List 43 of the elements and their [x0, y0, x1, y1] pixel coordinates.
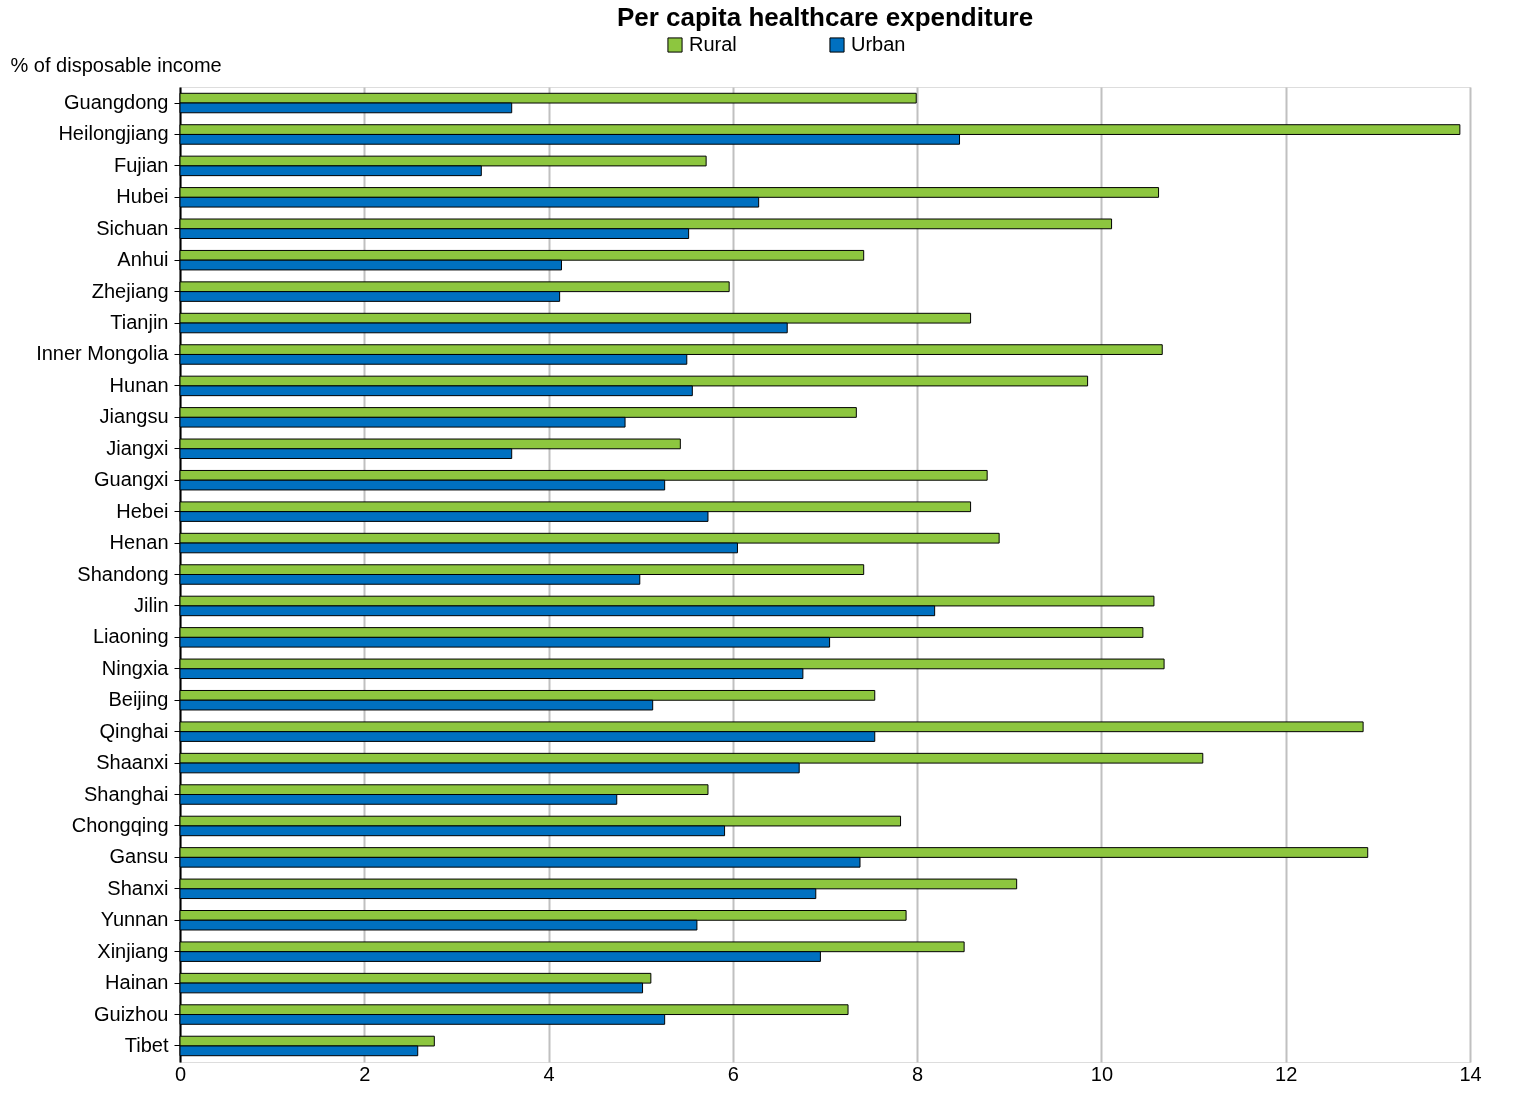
legend-label: Rural: [689, 33, 737, 55]
y-tick-label: Jilin: [134, 593, 169, 616]
y-tick-label: Shaanxi: [96, 751, 169, 774]
x-tick-label: 14: [1459, 1062, 1482, 1085]
legend-label: Urban: [851, 33, 906, 55]
y-axis-title: % of disposable income: [10, 53, 222, 76]
y-tick-label: Heilongjiang: [58, 122, 169, 145]
y-tick-label: Shanghai: [83, 782, 169, 805]
y-tick-label: Jiangxi: [106, 436, 169, 459]
y-tick-label: Tianjin: [110, 311, 169, 334]
y-tick-label: Hunan: [109, 373, 169, 396]
y-tick-label: Gansu: [109, 845, 169, 868]
y-tick-label: Beijing: [108, 688, 169, 711]
x-tick-label: 12: [1275, 1062, 1298, 1085]
y-tick-label: Ningxia: [101, 656, 170, 679]
y-tick-label: Zhejiang: [91, 279, 169, 302]
y-tick-label: Shanxi: [107, 876, 169, 899]
x-tick-label: 2: [359, 1062, 371, 1085]
y-tick-label: Xinjiang: [97, 939, 169, 962]
y-tick-label: Hebei: [116, 499, 169, 522]
x-tick-label: 10: [1090, 1062, 1114, 1085]
y-tick-label: Jiangsu: [99, 405, 169, 428]
y-tick-label: Inner Mongolia: [36, 342, 170, 365]
y-tick-label: Anhui: [117, 248, 169, 271]
y-tick-label: Qinghai: [99, 719, 169, 742]
y-tick-label: Guangdong: [63, 91, 169, 114]
y-tick-label: Fujian: [114, 153, 169, 176]
y-tick-label: Henan: [109, 531, 169, 554]
x-tick-label: 8: [912, 1062, 924, 1085]
y-tick-label: Hainan: [105, 971, 169, 994]
y-tick-label: Hubei: [116, 185, 169, 208]
y-tick-label: Yunnan: [100, 908, 169, 931]
y-tick-label: Guizhou: [94, 1002, 169, 1025]
y-tick-label: Sichuan: [96, 216, 169, 239]
x-tick-label: 0: [174, 1062, 187, 1085]
x-tick-label: 6: [727, 1062, 739, 1085]
y-tick-label: Shandong: [77, 562, 169, 585]
y-tick-label: Guangxi: [94, 468, 169, 491]
chart-title: Per capita healthcare expenditure: [616, 2, 1034, 32]
y-tick-label: Chongqing: [71, 813, 169, 836]
y-tick-label: Liaoning: [92, 625, 169, 648]
y-tick-label: Tibet: [124, 1033, 169, 1056]
x-tick-label: 4: [543, 1062, 555, 1085]
